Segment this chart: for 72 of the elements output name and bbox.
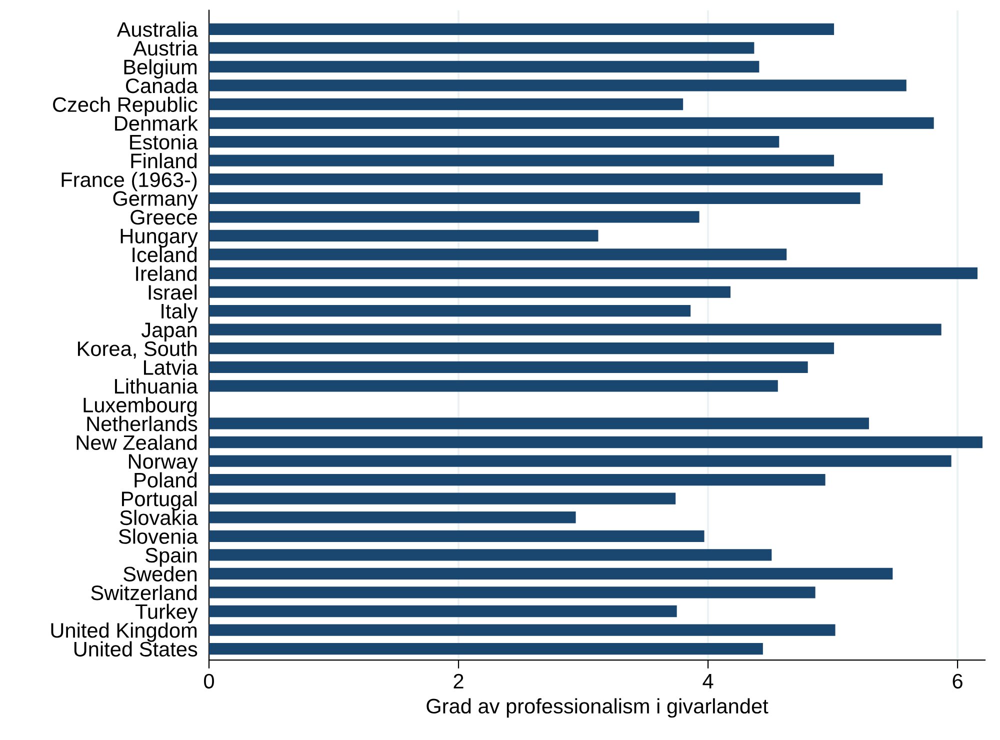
y-tick-label: Korea, South <box>78 340 197 359</box>
y-tick-label: Germany <box>113 191 198 210</box>
y-tick-label: Japan <box>141 322 197 342</box>
y-tick-label: Switzerland <box>91 584 197 600</box>
y-tick-label: France (1963-) <box>62 172 197 192</box>
y-tick-label: Turkey <box>135 604 198 624</box>
x-tick-label: 2 <box>454 674 464 688</box>
bar <box>209 455 952 467</box>
y-tick-label: Sweden <box>124 566 197 582</box>
y-tick-label: Luxembourg <box>84 397 197 417</box>
y-tick-label: Greece <box>130 210 197 225</box>
y-tick-label: United States <box>74 641 198 657</box>
bar <box>209 605 677 618</box>
y-tick-label: Finland <box>131 153 197 168</box>
bar <box>209 380 778 392</box>
bar <box>209 80 906 92</box>
bar <box>209 23 834 35</box>
y-tick-label: Estonia <box>130 134 198 150</box>
y-tick-label: Iceland <box>132 246 197 262</box>
bar <box>209 211 700 223</box>
bar <box>209 42 754 54</box>
y-tick-label: Czech Republic <box>53 96 198 116</box>
bar <box>209 117 934 129</box>
bar <box>209 624 836 636</box>
x-tick-label: 4 <box>702 674 714 688</box>
bar <box>209 192 860 204</box>
y-tick-label: Norway <box>128 454 198 473</box>
y-tick-label: Latvia <box>144 360 198 375</box>
bar <box>209 248 787 260</box>
bar <box>209 154 834 166</box>
bar <box>209 98 684 110</box>
bar <box>209 530 704 542</box>
bar <box>209 267 978 280</box>
bar <box>209 174 883 186</box>
bar <box>209 418 869 430</box>
y-tick-label: Denmark <box>115 115 198 131</box>
x-tick-label: 6 <box>952 674 962 689</box>
y-tick-label: Austria <box>133 40 198 56</box>
y-tick-label: Netherlands <box>87 416 198 432</box>
bar <box>209 436 983 448</box>
y-tick-label: Italy <box>162 303 198 323</box>
x-tick-label: 0 <box>204 674 214 689</box>
y-tick-label: New Zealand <box>76 434 197 450</box>
y-tick-label: United Kingdom <box>51 622 197 642</box>
bar <box>209 361 808 373</box>
y-tick-label: Slovenia <box>118 528 198 544</box>
bar <box>209 304 691 317</box>
bar <box>209 568 893 580</box>
y-tick-label: Lithuania <box>115 378 198 394</box>
bar <box>209 136 780 148</box>
y-tick-label: Belgium <box>124 59 197 79</box>
bar <box>209 512 576 524</box>
bar <box>209 342 834 354</box>
bar <box>209 586 816 598</box>
y-tick-label: Slovakia <box>120 510 198 526</box>
bar <box>209 230 598 242</box>
bar <box>209 642 763 655</box>
bar <box>209 324 942 336</box>
y-tick-label: Israel <box>148 284 196 300</box>
y-tick-label: Ireland <box>136 266 197 282</box>
bar <box>209 474 826 486</box>
y-tick-label: Portugal <box>122 491 196 510</box>
bar <box>209 549 772 561</box>
bar <box>209 492 676 504</box>
bar <box>209 60 760 73</box>
y-tick-label: Spain <box>146 547 197 567</box>
y-tick-label: Hungary <box>120 228 198 248</box>
bar <box>209 286 730 298</box>
y-tick-label: Canada <box>126 78 198 94</box>
y-tick-label: Australia <box>116 22 198 37</box>
y-tick-label: Poland <box>134 472 197 488</box>
x-axis-title: Grad av professionalism i givarlandet <box>426 698 768 718</box>
